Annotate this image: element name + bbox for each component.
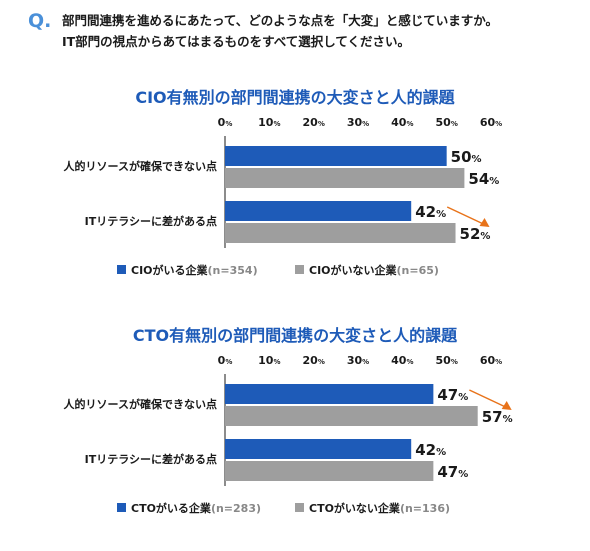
x-tick-label: 0% <box>218 116 233 129</box>
bar <box>225 384 434 404</box>
x-tick-label: 60% <box>480 116 502 129</box>
q-mark: Q. <box>28 10 52 32</box>
x-tick-label: 0% <box>218 354 233 367</box>
bar <box>225 201 412 221</box>
bar <box>225 168 465 188</box>
bar <box>225 439 412 459</box>
trend-arrow-line <box>469 389 509 409</box>
data-label: 52% <box>460 225 491 243</box>
category-label: ITリテラシーに差がある点 <box>85 452 217 466</box>
x-tick-label: 40% <box>391 354 413 367</box>
data-label: 54% <box>468 170 499 188</box>
bar <box>225 146 447 166</box>
legend-label: CIOがいない企業(n=65) <box>309 263 439 277</box>
x-tick-label: 10% <box>258 116 280 129</box>
x-tick-label: 60% <box>480 354 502 367</box>
x-tick-label: 20% <box>303 354 325 367</box>
legend-label: CIOがいる企業(n=354) <box>131 263 258 277</box>
bar <box>225 223 456 243</box>
x-tick-label: 30% <box>347 116 369 129</box>
data-label: 42% <box>415 203 446 221</box>
question-line-2: IT部門の視点からあてはまるものをすべて選択してください。 <box>62 34 411 49</box>
legend-swatch <box>117 265 126 274</box>
x-tick-label: 30% <box>347 354 369 367</box>
bar <box>225 461 434 481</box>
question-text: 部門間連携を進めるにあたって、どのような点を「大変」と感じていますか。 IT部門… <box>62 10 498 52</box>
chart-title-cio: CIO有無別の部門間連携の大変さと人的課題 <box>135 88 455 107</box>
bar <box>225 406 478 426</box>
category-label: 人的リソースが確保できない点 <box>64 159 217 173</box>
x-tick-label: 20% <box>303 116 325 129</box>
data-label: 57% <box>482 408 513 426</box>
question-line-1: 部門間連携を進めるにあたって、どのような点を「大変」と感じていますか。 <box>62 13 499 28</box>
category-label: 人的リソースが確保できない点 <box>64 397 217 411</box>
legend-swatch <box>295 503 304 512</box>
data-label: 50% <box>451 148 482 166</box>
legend-swatch <box>295 265 304 274</box>
x-tick-label: 50% <box>436 354 458 367</box>
chart-title-cto: CTO有無別の部門間連携の大変さと人的課題 <box>132 326 458 345</box>
x-tick-label: 50% <box>436 116 458 129</box>
category-label: ITリテラシーに差がある点 <box>85 214 217 228</box>
trend-arrow-line <box>446 206 486 226</box>
legend-label: CTOがいる企業(n=283) <box>131 501 261 515</box>
data-label: 47% <box>437 463 468 481</box>
legend-label: CTOがいない企業(n=136) <box>309 501 450 515</box>
x-tick-label: 40% <box>391 116 413 129</box>
data-label: 47% <box>437 386 468 404</box>
trend-arrow-head <box>479 218 490 227</box>
x-tick-label: 10% <box>258 354 280 367</box>
chart-cto: 0% 10% 20% 30% 40% 50% 60% 人的リソースが確保できない点 47% 57%… <box>64 354 513 515</box>
trend-arrow-head <box>501 401 512 410</box>
data-label: 42% <box>415 441 446 459</box>
legend-swatch <box>117 503 126 512</box>
chart-cio: 0% 10% 20% 30% 40% 50% 60% 人的リソースが確保できない点 50% 54%… <box>64 116 503 277</box>
